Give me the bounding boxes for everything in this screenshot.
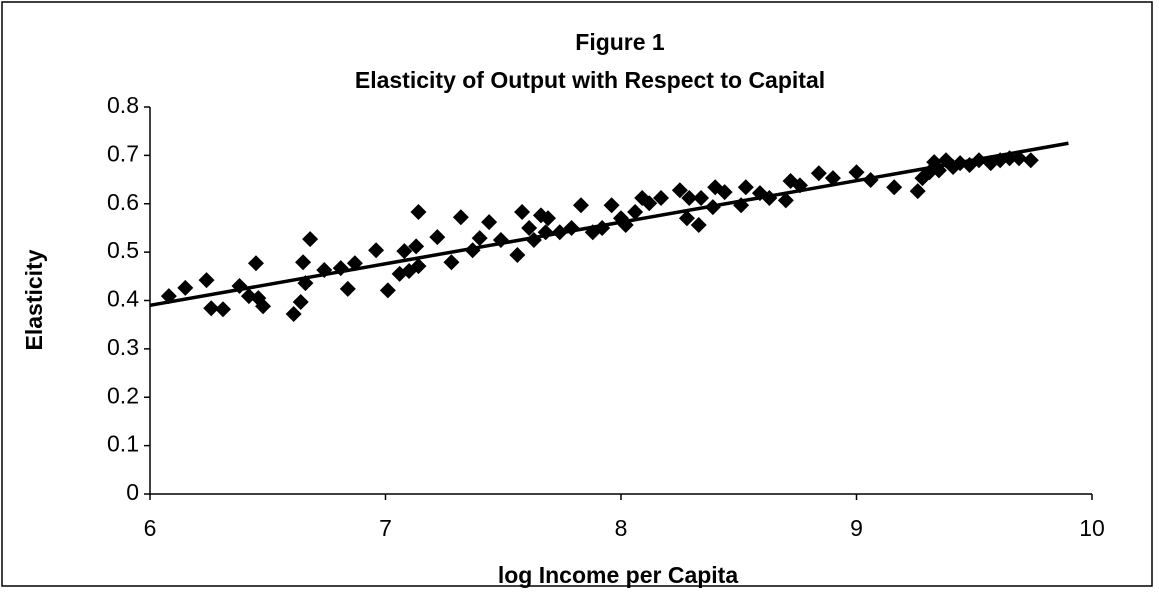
y-tick-label: 0.8 [107,92,139,118]
y-tick-label: 0.6 [107,189,139,215]
x-tick-label: 10 [1079,515,1105,541]
data-point [594,219,611,236]
data-point [452,209,469,226]
data-point [777,192,794,209]
data-point [198,272,215,289]
data-point [203,300,220,317]
data-point [285,306,302,323]
data-point [215,301,232,318]
data-point [761,189,778,206]
y-tick-label: 0.2 [107,382,139,408]
data-point [848,164,865,181]
data-point [332,260,349,277]
data-point [716,184,733,201]
data-point [521,219,538,236]
data-point [292,293,309,310]
y-tick-label: 0.7 [107,140,139,166]
data-point [464,242,481,259]
data-point [671,182,688,199]
data-point [410,258,427,275]
data-point [368,242,385,259]
data-point [737,179,754,196]
x-tick-label: 7 [379,515,392,541]
data-point [693,189,710,206]
data-point [862,172,879,189]
data-point [563,219,580,236]
data-point [791,177,808,194]
data-point [443,254,460,271]
data-point [886,179,903,196]
x-tick-label: 6 [144,515,157,541]
data-point [539,210,556,227]
x-tick-label: 8 [615,515,628,541]
data-point [339,280,356,297]
data-point [970,152,987,169]
data-point [302,231,319,248]
y-tick-label: 0.3 [107,334,139,360]
data-point [930,162,947,179]
data-point [1001,150,1018,167]
data-point [396,243,413,260]
data-point [537,224,554,241]
x-axis-title: log Income per Capita [498,562,738,588]
data-point [410,203,427,220]
chart-subtitle: Elasticity of Output with Respect to Cap… [355,67,825,93]
data-point [297,275,314,292]
data-point [1022,152,1039,169]
data-point [408,238,425,255]
data-point [177,279,194,296]
data-point [681,189,698,206]
data-point [509,247,526,264]
x-tick-label: 9 [850,515,863,541]
data-point [641,195,658,212]
data-point [909,183,926,200]
data-point [379,282,396,299]
data-point [824,170,841,187]
data-point [690,217,707,234]
data-point [316,262,333,279]
data-point [603,197,620,214]
chart-title: Figure 1 [575,29,665,55]
data-point [617,217,634,234]
data-point [653,189,670,206]
data-point [514,203,531,220]
data-point [346,255,363,272]
y-tick-label: 0.5 [107,237,139,263]
y-tick-label: 0.4 [107,286,139,312]
y-axis-title: Elasticity [21,249,47,350]
data-point [492,232,509,249]
data-point [551,224,568,241]
data-point [255,298,272,315]
data-point [481,214,498,231]
data-point [733,197,750,214]
data-point [704,199,721,216]
y-tick-label: 0.1 [107,431,139,457]
data-point [1010,150,1027,167]
data-point [160,288,177,305]
data-point [247,255,264,272]
data-point [678,210,695,227]
y-tick-label: 0 [126,479,139,505]
data-point [627,203,644,220]
data-point [471,230,488,247]
data-point [429,229,446,246]
data-point [810,165,827,182]
data-point [231,277,248,294]
data-point [295,254,312,271]
data-point [525,232,542,249]
data-point [572,197,589,214]
